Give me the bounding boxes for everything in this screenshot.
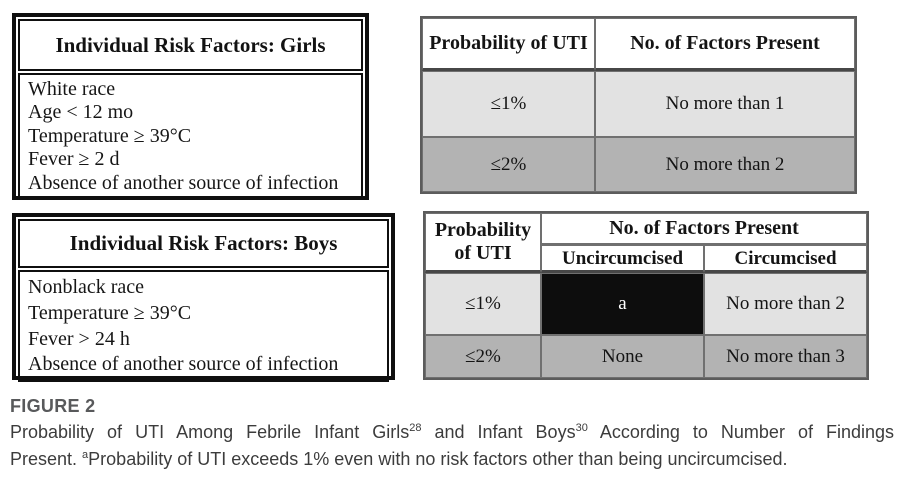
girls-risk-factors-list: White race Age < 12 mo Temperature ≥ 39°… bbox=[18, 73, 363, 200]
column-header-probability: Probability of UTI bbox=[422, 18, 595, 71]
table-cell-factors: No more than 2 bbox=[595, 137, 855, 192]
girls-risk-factors-title: Individual Risk Factors: Girls bbox=[18, 19, 363, 71]
caption-text: and Infant Boys bbox=[421, 422, 576, 442]
column-header-probability: Probability of UTI bbox=[425, 213, 541, 273]
caption-line-1: Probability of UTI Among Febrile Infant … bbox=[10, 419, 894, 446]
figure-label: FIGURE 2 bbox=[10, 396, 96, 416]
reference-superscript-boys: 30 bbox=[575, 422, 588, 434]
risk-factor-item: Age < 12 mo bbox=[28, 101, 134, 124]
table-cell-probability: ≤2% bbox=[425, 335, 541, 378]
footnote-marker: a bbox=[82, 448, 89, 461]
risk-factor-item: White race bbox=[28, 78, 116, 100]
risk-factor-item: Fever ≥ 2 d bbox=[28, 148, 120, 171]
caption-text: According to Number of Findings bbox=[587, 422, 895, 442]
figure-caption: Probability of UTI Among Febrile Infant … bbox=[10, 419, 894, 472]
column-header-uncircumcised: Uncircumcised bbox=[541, 245, 704, 273]
risk-factor-item: Temperature ≥ 39°C bbox=[28, 301, 192, 324]
risk-factor-item: Absence of another source of infection bbox=[28, 353, 339, 376]
column-group-header-factors: No. of Factors Present bbox=[541, 213, 867, 245]
girls-risk-factors-box: Individual Risk Factors: Girls White rac… bbox=[12, 13, 369, 200]
boys-risk-factors-title: Individual Risk Factors: Boys bbox=[18, 219, 389, 268]
caption-line-2: Present. aProbability of UTI exceeds 1% … bbox=[10, 446, 894, 473]
table-cell-uncircumcised: None bbox=[541, 335, 704, 378]
risk-factor-item: Absence of another source of infection bbox=[28, 171, 339, 194]
table-cell-uncircumcised-footnote: a bbox=[541, 273, 704, 335]
boys-risk-factors-box: Individual Risk Factors: Boys Nonblack r… bbox=[12, 213, 395, 383]
table-cell-probability: ≤2% bbox=[422, 137, 595, 192]
table-cell-probability: ≤1% bbox=[425, 273, 541, 335]
boys-probability-table: Probability of UTI No. of Factors Presen… bbox=[423, 211, 869, 380]
caption-text: Probability of UTI exceeds 1% even with … bbox=[88, 448, 788, 469]
table-cell-probability: ≤1% bbox=[422, 71, 595, 137]
risk-factor-item: Nonblack race bbox=[28, 276, 145, 298]
boys-risk-factors-list: Nonblack race Temperature ≥ 39°C Fever >… bbox=[18, 270, 389, 383]
caption-text: Present. bbox=[10, 448, 83, 469]
risk-factor-item: Temperature ≥ 39°C bbox=[28, 124, 192, 147]
caption-text: Probability of UTI Among Febrile Infant … bbox=[10, 422, 410, 442]
column-header-circumcised: Circumcised bbox=[704, 245, 867, 273]
table-cell-circumcised: No more than 3 bbox=[704, 335, 867, 378]
table-cell-factors: No more than 1 bbox=[595, 71, 855, 137]
girls-probability-table: Probability of UTI No. of Factors Presen… bbox=[420, 16, 857, 194]
column-header-factors: No. of Factors Present bbox=[595, 18, 855, 71]
table-cell-circumcised: No more than 2 bbox=[704, 273, 867, 335]
risk-factor-item: Fever > 24 h bbox=[28, 327, 130, 350]
reference-superscript-girls: 28 bbox=[409, 422, 422, 434]
